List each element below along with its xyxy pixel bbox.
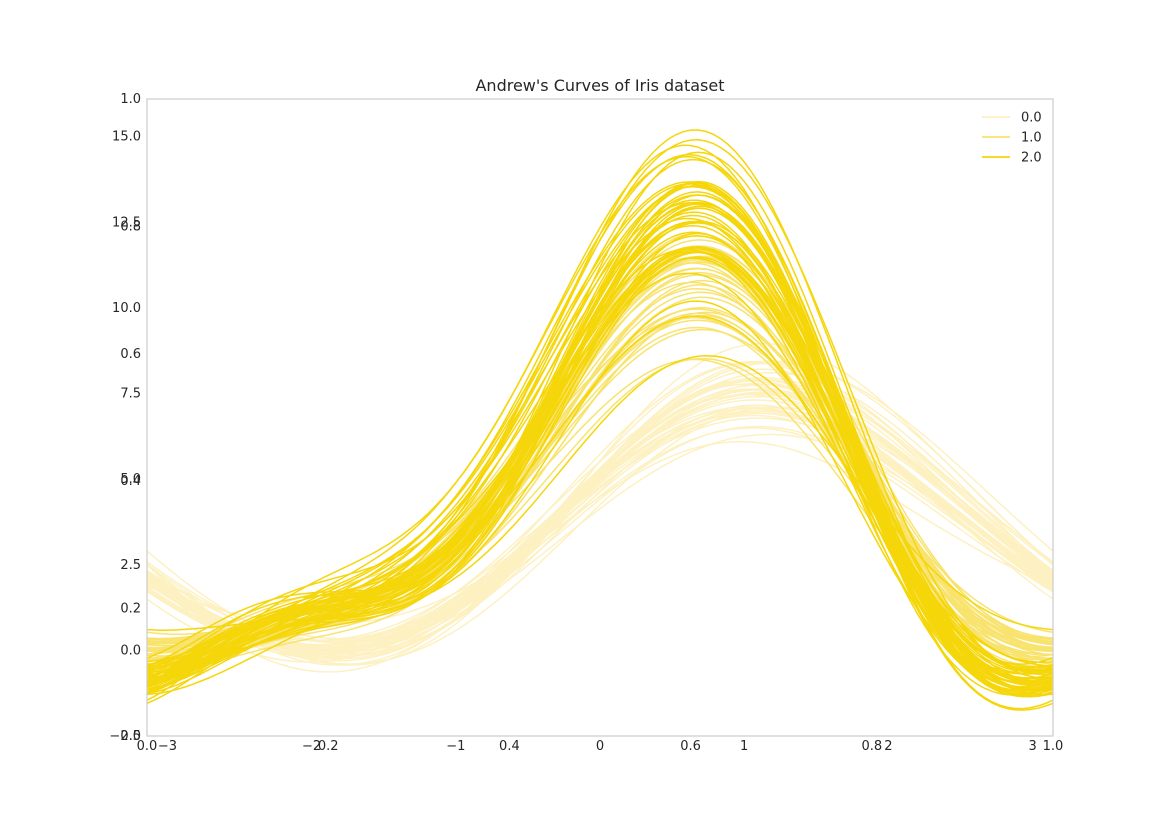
- curve-series-2-31: [146, 139, 1053, 680]
- secondary-y-tick-label: 0.4: [120, 474, 141, 489]
- y-tick-label: 15.0: [112, 130, 141, 145]
- curve-series-0-40: [146, 379, 1054, 651]
- legend-label-0: 0.0: [1021, 111, 1042, 126]
- secondary-x-tick-label: 1.0: [1043, 739, 1064, 754]
- chart-title: Andrew's Curves of Iris dataset: [475, 76, 724, 95]
- curve-series-0-33: [146, 360, 1054, 666]
- secondary-y-tick-label: 0.0: [120, 729, 141, 744]
- x-tick-label: 1: [740, 739, 748, 754]
- x-tick-label: 3: [1028, 739, 1036, 754]
- y-tick-label: 7.5: [120, 387, 141, 402]
- y-tick-label: 12.5: [112, 215, 141, 230]
- secondary-x-tick-label: 0.6: [680, 739, 701, 754]
- curve-series-2-45: [146, 246, 1054, 675]
- legend: 0.0 1.0 2.0: [982, 111, 1042, 166]
- secondary-y-tick-label: 0.6: [120, 347, 141, 362]
- legend-label-1: 1.0: [1021, 131, 1042, 146]
- y-tick-label: −2.5: [109, 729, 141, 744]
- x-tick-label: −3: [158, 739, 177, 754]
- secondary-x-tick-label: 0.4: [499, 739, 520, 754]
- secondary-x-tick-label: 0.8: [861, 739, 882, 754]
- y-tick-label: 0.0: [120, 643, 141, 658]
- secondary-y-tick-label: 1.0: [120, 92, 141, 107]
- y-tick-label: 10.0: [112, 301, 141, 316]
- y-tick-label: 2.5: [120, 558, 141, 573]
- x-tick-label: 2: [884, 739, 892, 754]
- curve-series-0-37: [146, 425, 1054, 653]
- y-tick-label: 5.0: [120, 472, 141, 487]
- curve-series-0-22: [146, 406, 1054, 665]
- curve-series-0-36: [146, 383, 1054, 642]
- secondary-y-tick-label: 0.8: [120, 219, 141, 234]
- legend-label-2: 2.0: [1021, 151, 1042, 166]
- x-tick-label: 0: [596, 739, 604, 754]
- curve-series-2-43: [146, 180, 1054, 692]
- curve-series-0-35: [146, 406, 1054, 644]
- curve-series-2-50: [147, 315, 1054, 667]
- ticks-layer: −3 −2 −1 0 1 2 3−2.50.02.55.07.510.012.515.00.…: [109, 92, 1063, 754]
- secondary-x-tick-label: 0.0: [137, 739, 158, 754]
- curves-layer: [146, 129, 1054, 711]
- curve-series-2-29: [146, 202, 1053, 676]
- secondary-x-tick-label: 0.2: [318, 739, 339, 754]
- secondary-y-tick-label: 0.2: [120, 602, 141, 617]
- curve-series-2-51: [146, 355, 1054, 631]
- curve-series-2-48: [146, 246, 1054, 685]
- curve-series-0-41: [146, 379, 1054, 656]
- x-tick-label: −1: [446, 739, 465, 754]
- x-tick-label: −2: [302, 739, 321, 754]
- plot-frame: [146, 98, 1054, 737]
